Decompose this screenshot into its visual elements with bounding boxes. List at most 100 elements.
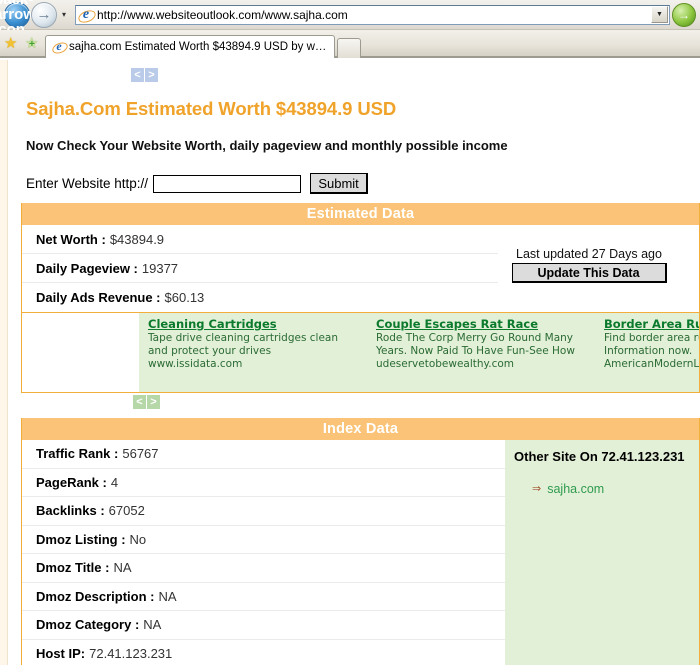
index-data-heading: Index Data bbox=[22, 418, 699, 440]
row-label: Backlinks : bbox=[36, 503, 105, 519]
table-row: Backlinks : 67052 bbox=[22, 497, 505, 526]
ad-item[interactable]: Border Area Rug Find border area ru Info… bbox=[604, 318, 699, 392]
estimated-data-heading: Estimated Data bbox=[22, 203, 699, 225]
ad-display-url: AmericanModernLiv bbox=[604, 358, 699, 370]
row-label: Dmoz Listing : bbox=[36, 531, 126, 547]
ad-pager-prev-button[interactable]: < bbox=[133, 395, 146, 409]
row-label: Host IP: bbox=[36, 646, 86, 662]
go-button[interactable]: → bbox=[672, 2, 696, 27]
table-row: Host IP: 72.41.123.231 bbox=[22, 640, 505, 665]
browser-tab-title: sajha.com Estimated Worth $43894.9 USD b… bbox=[69, 41, 328, 53]
table-row: Dmoz Category : NA bbox=[22, 611, 505, 640]
row-label: Net Worth : bbox=[36, 231, 106, 247]
table-row: Daily Ads Revenue : $60.13 bbox=[22, 283, 498, 312]
estimated-data-body: Net Worth : $43894.9 Daily Pageview : 19… bbox=[22, 225, 699, 312]
pager-prev-button[interactable]: < bbox=[131, 68, 144, 82]
browser-tab-bar: ★ ★ e sajha.com Estimated Worth $43894.9… bbox=[0, 30, 700, 58]
website-input-label: Enter Website http:// bbox=[26, 176, 149, 191]
row-value: 67052 bbox=[108, 503, 145, 519]
estimated-data-list: Net Worth : $43894.9 Daily Pageview : 19… bbox=[22, 225, 498, 312]
ad-item[interactable]: Cleaning Cartridges Tape drive cleaning … bbox=[148, 318, 376, 392]
advertisement-strip: Cleaning Cartridges Tape drive cleaning … bbox=[21, 313, 700, 393]
forward-button[interactable]: → bbox=[31, 1, 57, 28]
new-tab-button[interactable] bbox=[337, 38, 361, 58]
row-value: NA bbox=[158, 588, 177, 604]
row-label: Daily Pageview : bbox=[36, 260, 138, 276]
index-data-panel: Index Data Traffic Rank : 56767 PageRank… bbox=[21, 418, 700, 665]
table-row: Dmoz Title : NA bbox=[22, 554, 505, 583]
row-label: PageRank : bbox=[36, 474, 107, 490]
internet-explorer-icon: e bbox=[76, 7, 98, 25]
ad-strip-spacer bbox=[22, 313, 139, 392]
row-value: 19377 bbox=[141, 260, 179, 276]
history-dropdown-button[interactable]: ▾ bbox=[61, 10, 66, 19]
ad-title-link[interactable]: Border Area Rug bbox=[604, 317, 699, 331]
star-icon[interactable]: ★ bbox=[4, 34, 18, 52]
list-item[interactable]: ⇒ sajha.com bbox=[532, 482, 699, 496]
ad-item[interactable]: Couple Escapes Rat Race Rode The Corp Me… bbox=[376, 318, 604, 392]
other-site-link[interactable]: sajha.com bbox=[547, 482, 605, 496]
index-data-body: Traffic Rank : 56767 PageRank : 4 Backli… bbox=[22, 440, 699, 665]
row-value: 4 bbox=[110, 474, 119, 490]
table-row: PageRank : 4 bbox=[22, 469, 505, 497]
ad-line: Information now. bbox=[604, 345, 693, 357]
row-value: 56767 bbox=[122, 446, 159, 462]
address-bar[interactable]: e http://www.websiteoutlook.com/www.sajh… bbox=[75, 4, 670, 25]
chevron-down-icon[interactable]: ▼ bbox=[651, 6, 668, 23]
index-data-list: Traffic Rank : 56767 PageRank : 4 Backli… bbox=[22, 440, 505, 665]
row-value: $43894.9 bbox=[109, 231, 165, 247]
other-sites-panel: Other Site On 72.41.123.231 ⇒ sajha.com bbox=[505, 440, 699, 665]
table-row: Traffic Rank : 56767 bbox=[22, 440, 505, 469]
table-row: Dmoz Listing : No bbox=[22, 526, 505, 554]
row-value: No bbox=[129, 531, 147, 547]
page-viewport: < > Sajha.Com Estimated Worth $43894.9 U… bbox=[0, 60, 700, 665]
row-value: $60.13 bbox=[164, 290, 205, 305]
ad-pager[interactable]: < > bbox=[133, 395, 160, 409]
ad-line: Rode The Corp Merry Go Round Many bbox=[376, 332, 573, 344]
estimated-data-panel: Estimated Data Net Worth : $43894.9 Dail… bbox=[21, 203, 700, 313]
row-label: Daily Ads Revenue : bbox=[36, 290, 161, 305]
back-button[interactable]: back-arrow-icon bbox=[0, 0, 40, 37]
website-url-input[interactable] bbox=[153, 174, 302, 193]
update-data-box: Last updated 27 Days ago Update This Dat… bbox=[477, 247, 700, 283]
ad-line: Years. Now Paid To Have Fun-See How bbox=[376, 345, 575, 357]
ad-pager-next-button[interactable]: > bbox=[147, 395, 160, 409]
browser-navigation-bar: back-arrow-icon → ▾ e http://www.website… bbox=[0, 0, 700, 37]
pager-next-button[interactable]: > bbox=[145, 68, 158, 82]
top-pager[interactable]: < > bbox=[131, 68, 158, 82]
row-label: Dmoz Title : bbox=[36, 560, 110, 576]
page-title: Sajha.Com Estimated Worth $43894.9 USD bbox=[26, 98, 397, 119]
row-value: 72.41.123.231 bbox=[89, 646, 173, 662]
ad-display-url: www.issidata.com bbox=[148, 358, 243, 370]
last-updated-text: Last updated 27 Days ago bbox=[516, 247, 662, 261]
row-label: Dmoz Description : bbox=[36, 588, 155, 604]
favorites-toolbar: ★ ★ bbox=[3, 30, 45, 56]
row-value: NA bbox=[143, 617, 162, 633]
address-bar-url: http://www.websiteoutlook.com/www.sajha.… bbox=[97, 7, 348, 22]
ad-list: Cleaning Cartridges Tape drive cleaning … bbox=[139, 313, 699, 392]
ad-line: Find border area ru bbox=[604, 332, 699, 344]
other-sites-title: Other Site On 72.41.123.231 bbox=[514, 449, 685, 464]
website-lookup-form: Enter Website http:// Submit bbox=[26, 173, 700, 194]
page-content: < > Sajha.Com Estimated Worth $43894.9 U… bbox=[9, 60, 700, 665]
row-label: Traffic Rank : bbox=[36, 446, 119, 462]
page-subtitle: Now Check Your Website Worth, daily page… bbox=[26, 138, 508, 153]
table-row: Daily Pageview : 19377 bbox=[22, 254, 498, 283]
update-this-data-button[interactable]: Update This Data bbox=[511, 263, 667, 283]
ad-title-link[interactable]: Cleaning Cartridges bbox=[148, 317, 277, 331]
add-favorite-star-icon[interactable]: ★ bbox=[25, 36, 40, 52]
browser-tab[interactable]: e sajha.com Estimated Worth $43894.9 USD… bbox=[45, 35, 335, 58]
ad-line: and protect your drives bbox=[148, 345, 272, 357]
ad-line: Tape drive cleaning cartridges clean bbox=[148, 332, 339, 344]
submit-button[interactable]: Submit bbox=[310, 173, 369, 194]
forward-arrow-icon: → bbox=[36, 6, 52, 23]
row-label: Dmoz Category : bbox=[36, 617, 140, 633]
ad-display-url: udeservetobewealthy.com bbox=[376, 358, 515, 370]
table-row: Net Worth : $43894.9 bbox=[22, 225, 498, 254]
row-value: NA bbox=[113, 560, 132, 576]
arrow-bullet-icon: ⇒ bbox=[532, 482, 542, 495]
page-left-margin bbox=[0, 60, 8, 665]
ad-title-link[interactable]: Couple Escapes Rat Race bbox=[376, 317, 539, 331]
table-row: Dmoz Description : NA bbox=[22, 583, 505, 611]
